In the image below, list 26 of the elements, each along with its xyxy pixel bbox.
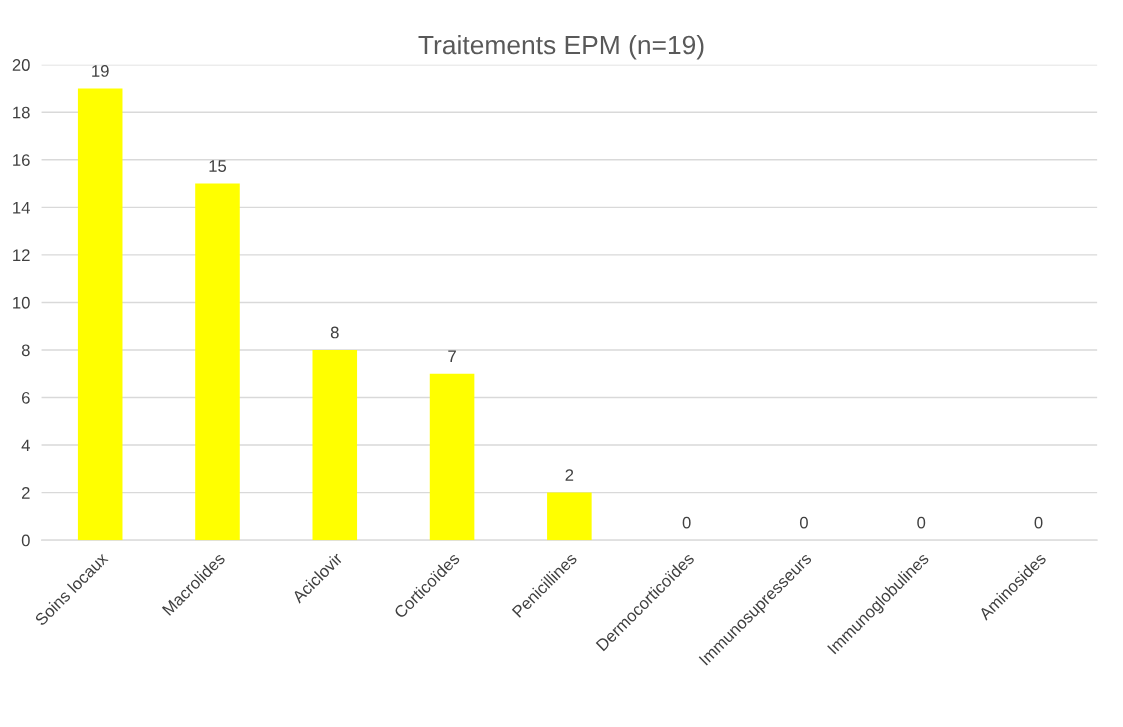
bar (547, 492, 592, 541)
y-tick-label: 0 (21, 534, 30, 547)
data-label: 0 (682, 516, 691, 529)
data-label: 19 (92, 65, 109, 77)
data-label: 15 (209, 160, 227, 172)
y-tick-label: 2 (22, 487, 30, 499)
y-tick-label: 18 (13, 106, 30, 119)
data-label: 8 (330, 326, 339, 339)
y-tick-label: 10 (13, 296, 30, 309)
data-label: 0 (917, 516, 926, 529)
y-tick-label: 16 (13, 154, 30, 166)
y-tick-label: 8 (21, 344, 30, 357)
bar (195, 183, 240, 541)
y-tick-label: 12 (13, 249, 30, 261)
y-tick-label: 20 (12, 59, 30, 71)
y-tick-label: 14 (13, 201, 30, 214)
y-tick-label: 4 (21, 439, 30, 452)
data-label: 0 (799, 516, 808, 529)
data-label: 7 (448, 350, 456, 362)
bar (429, 373, 475, 541)
chart-title: Traitements EPM (n=19) (418, 34, 704, 60)
bar (77, 88, 123, 541)
bar (312, 349, 358, 541)
data-label: 2 (565, 469, 574, 481)
y-tick-label: 6 (22, 391, 30, 404)
data-label: 0 (1034, 516, 1043, 529)
